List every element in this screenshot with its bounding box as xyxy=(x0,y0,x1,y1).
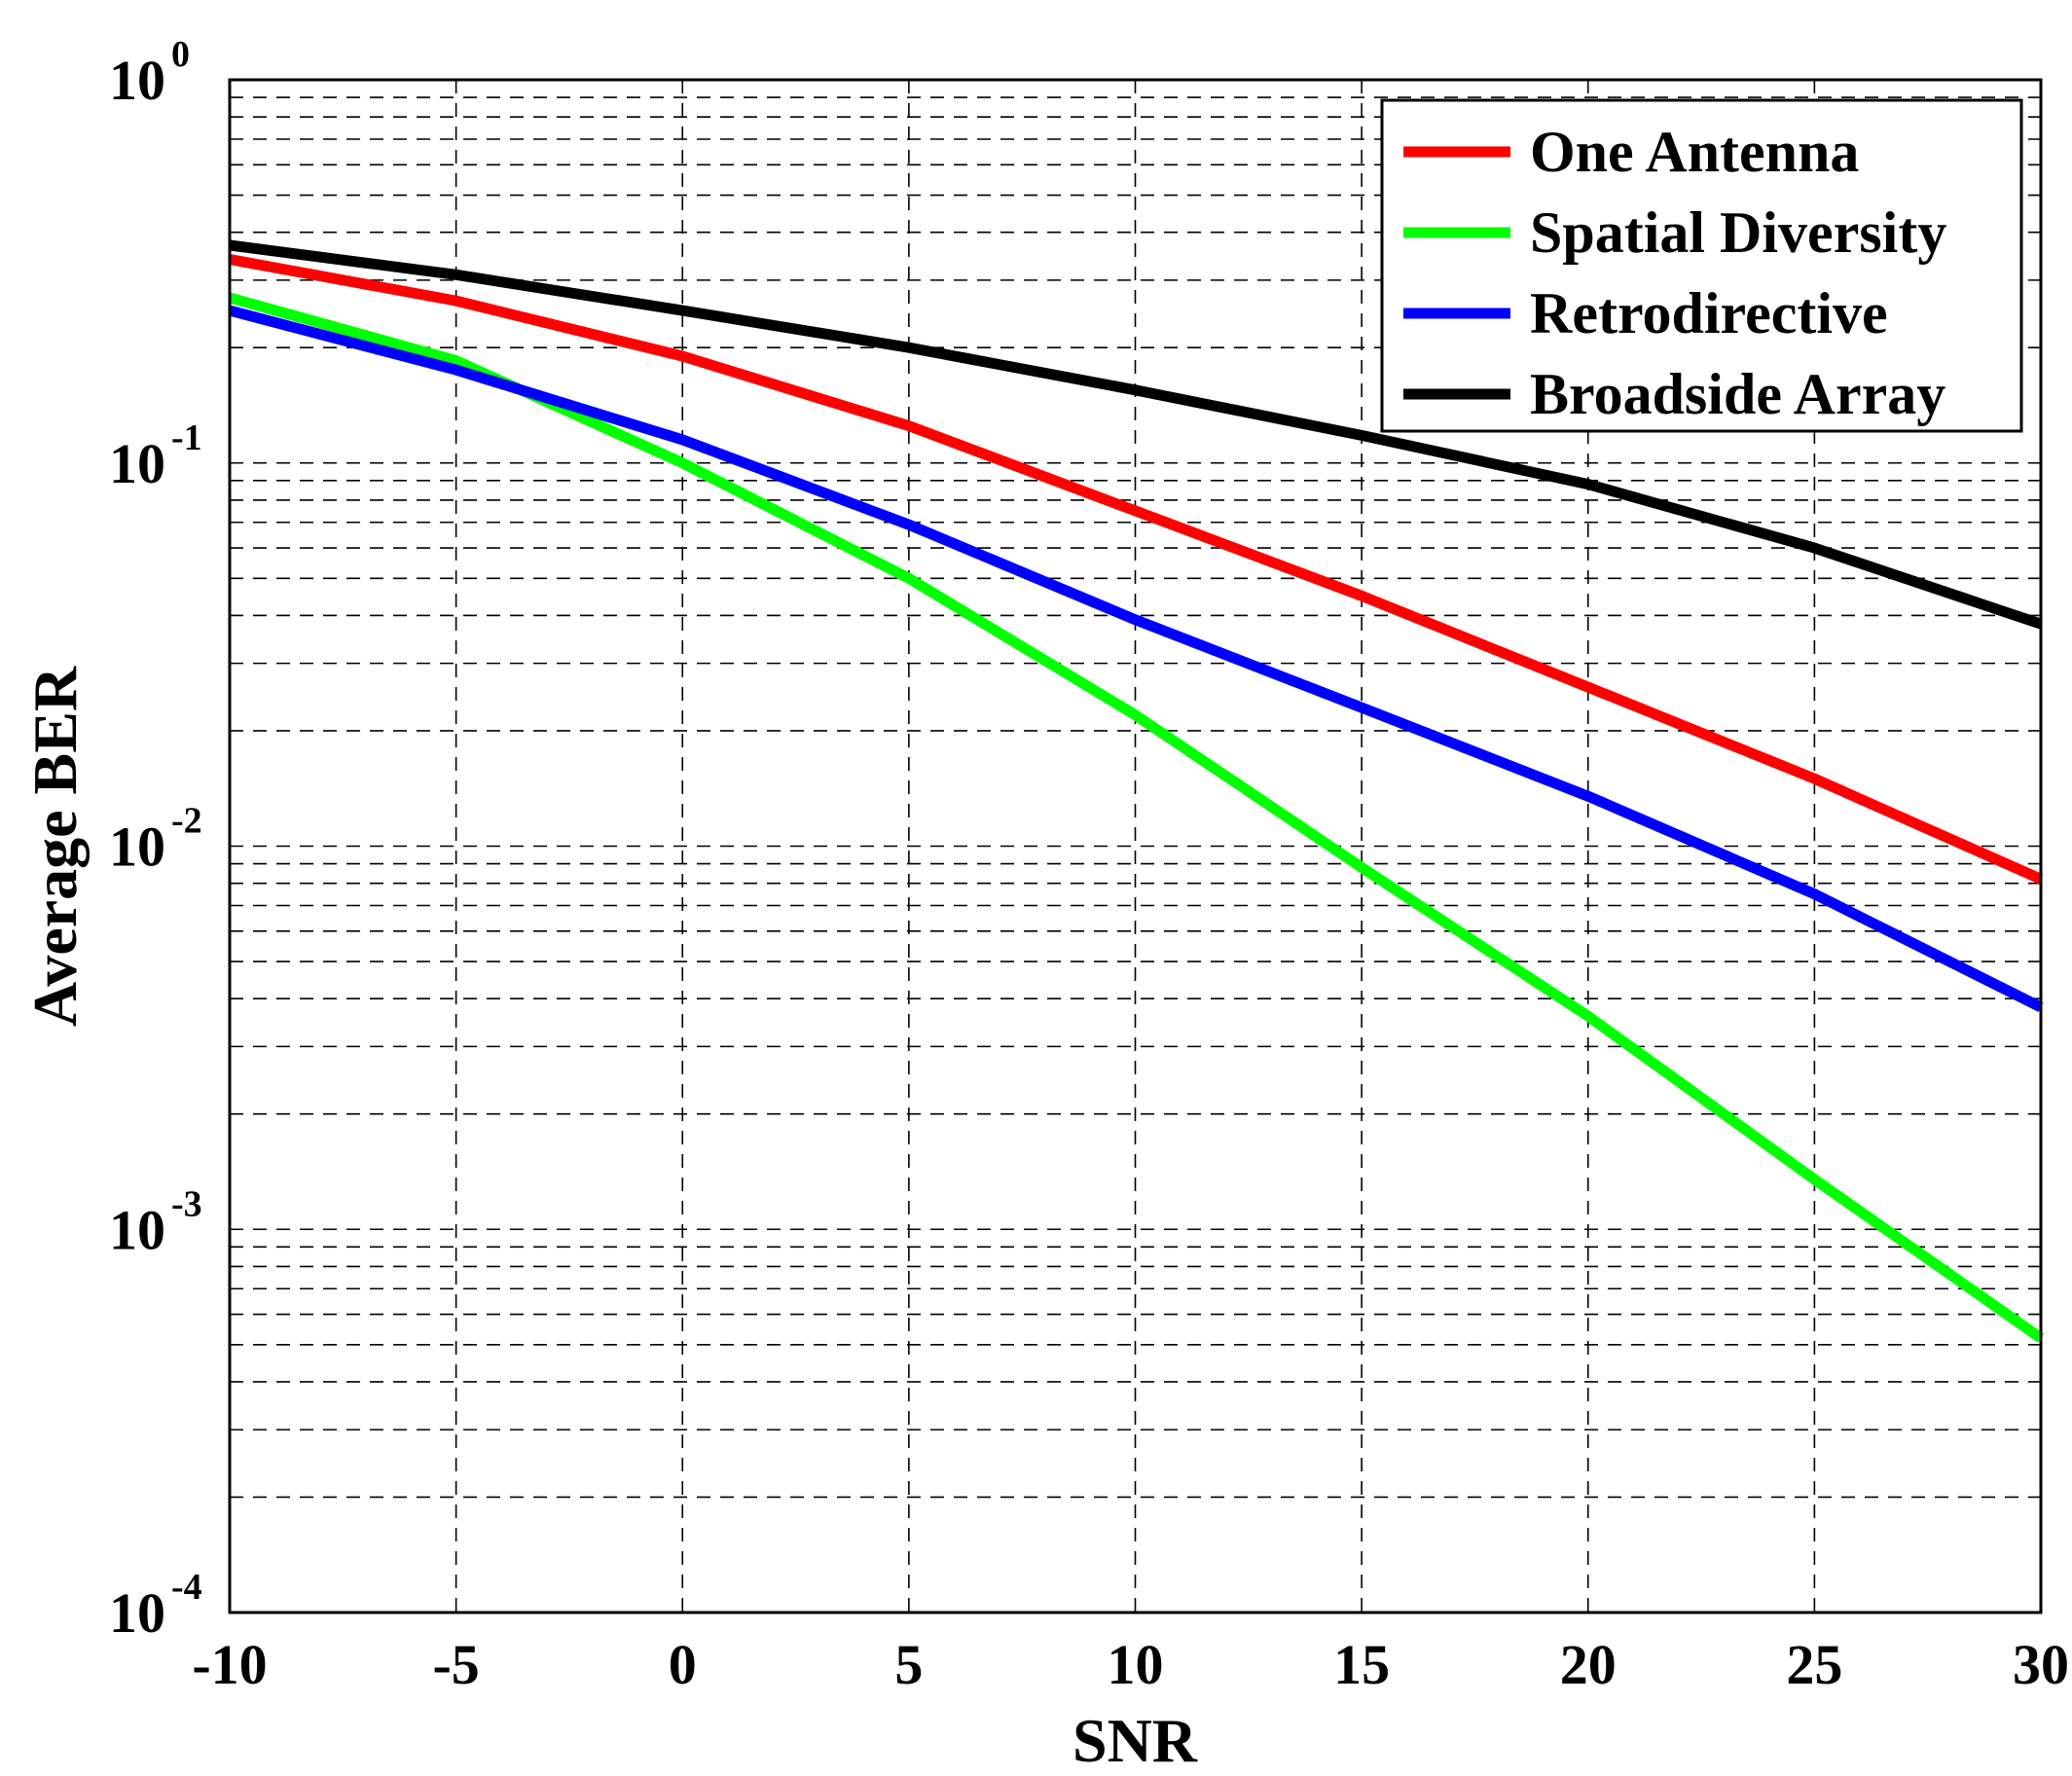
x-tick-label: 25 xyxy=(1786,1633,1842,1696)
x-tick-label: 0 xyxy=(669,1633,697,1696)
y-tick-exponent: -1 xyxy=(171,417,202,458)
y-tick-base: 10 xyxy=(109,1581,165,1645)
y-tick-label: 10 0 xyxy=(109,34,190,112)
y-tick-label: 10 -4 xyxy=(109,1567,202,1645)
x-tick-label: -5 xyxy=(432,1633,479,1696)
y-tick-exponent: -4 xyxy=(171,1567,202,1608)
y-tick-base: 10 xyxy=(109,1198,165,1261)
x-tick-label: 5 xyxy=(894,1633,923,1696)
y-tick-base: 10 xyxy=(109,49,165,112)
legend-label: Spatial Diversity xyxy=(1530,200,1946,265)
y-tick-exponent: 0 xyxy=(171,34,190,75)
legend: One Antenna Spatial Diversity Retrodirecti… xyxy=(1380,98,2023,433)
y-tick-exponent: -3 xyxy=(171,1183,202,1224)
x-tick-label: 10 xyxy=(1108,1633,1164,1696)
plot-frame xyxy=(228,78,2043,1614)
y-tick-base: 10 xyxy=(109,816,165,879)
x-tick-label: -10 xyxy=(192,1633,267,1696)
x-tick-label: 20 xyxy=(1560,1633,1617,1696)
y-tick-label: 10 -1 xyxy=(109,417,202,495)
y-tick-label: 10 -3 xyxy=(109,1183,202,1261)
x-tick-labels: -10 -5 0 5 10 15 20 25 30 xyxy=(192,1633,2069,1696)
y-tick-exponent: -2 xyxy=(171,801,202,842)
y-axis-label: Average BER xyxy=(20,666,90,1027)
x-tick-label: 15 xyxy=(1333,1633,1390,1696)
series-line-one-antenna xyxy=(229,254,2044,885)
series-line-retrodirective xyxy=(228,305,2044,1012)
x-axis-label: SNR xyxy=(1072,1706,1198,1775)
series-lines xyxy=(228,239,2045,1343)
legend-label: One Antenna xyxy=(1530,120,1859,184)
x-tick-label: 30 xyxy=(2013,1633,2069,1696)
y-tick-label: 10 -2 xyxy=(109,801,202,879)
legend-label: Broadside Array xyxy=(1530,362,1945,426)
series-line-broadside-array xyxy=(229,239,2043,630)
legend-label: Retrodirective xyxy=(1530,281,1888,345)
y-tick-base: 10 xyxy=(109,432,165,495)
